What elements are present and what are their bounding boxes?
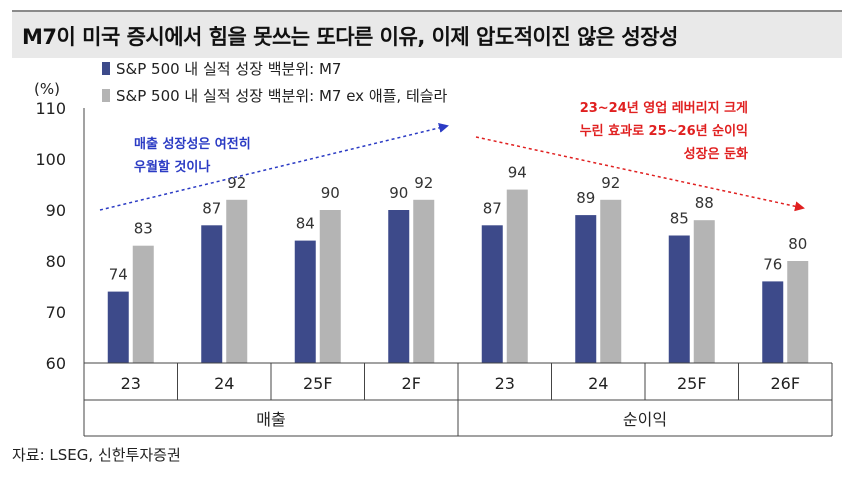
bar-m7-6 (668, 235, 690, 363)
x-tick-label: 26F (770, 374, 800, 393)
data-label: 85 (670, 210, 689, 228)
data-label: 92 (414, 174, 433, 192)
x-tick-label: 25F (303, 374, 333, 393)
data-label: 90 (321, 184, 340, 202)
legend-label: S&P 500 내 실적 성장 백분위: M7 ex 애플, 테슬라 (116, 87, 448, 105)
y-axis: (%) 60 70 80 90 100 110 (34, 80, 85, 373)
y-tick-label: 110 (35, 99, 66, 118)
x-tick-label: 23 (495, 374, 515, 393)
data-label: 92 (227, 174, 246, 192)
x-axis: 23 24 25F 2F 23 24 25F 26F 매출 순이익 (83, 362, 833, 437)
data-label: 83 (134, 220, 153, 238)
y-tick-label: 80 (46, 252, 66, 271)
data-label: 92 (601, 174, 620, 192)
x-tick-label: 24 (588, 374, 608, 393)
data-label: 87 (202, 199, 221, 217)
annotation-arrow-down (475, 136, 805, 212)
legend-label: S&P 500 내 실적 성장 백분위: M7 (116, 60, 341, 78)
bars (107, 189, 809, 363)
y-tick-label: 100 (35, 150, 66, 169)
bar-m7-2 (294, 240, 316, 363)
y-tick-label: 60 (46, 354, 66, 373)
data-label: 89 (576, 189, 595, 207)
x-tick-label: 23 (121, 374, 141, 393)
annotation-red-text: 23~24년 영업 레버리지 크게 (580, 100, 748, 116)
bar-m7-ex-4 (506, 189, 528, 363)
bar-m7-5 (575, 215, 597, 363)
bar-m7-1 (201, 225, 223, 363)
y-tick-label: 90 (46, 201, 66, 220)
data-label: 94 (508, 164, 527, 182)
bar-m7-7 (762, 281, 784, 363)
legend-swatch (102, 62, 110, 75)
annotation-red-text: 누린 효과로 25~26년 순이익 (580, 123, 748, 139)
bar-m7-3 (388, 210, 410, 363)
data-label: 76 (763, 255, 782, 273)
legend-swatch (102, 89, 110, 102)
x-tick-label: 25F (677, 374, 707, 393)
data-label: 80 (788, 235, 807, 253)
bar-m7-ex-7 (787, 261, 809, 363)
annotation-blue-text: 매출 성장성은 여전히 (134, 136, 251, 152)
bar-m7-ex-6 (693, 220, 715, 363)
bar-m7-ex-1 (226, 199, 248, 363)
bar-m7-ex-2 (319, 210, 341, 363)
bar-m7-ex-0 (132, 245, 154, 363)
x-group-label: 매출 (256, 410, 285, 429)
legend: S&P 500 내 실적 성장 백분위: M7 S&P 500 내 실적 성장 백… (102, 60, 448, 105)
y-tick-label: 70 (46, 303, 66, 322)
x-group-label: 순이익 (623, 410, 667, 429)
data-label: 74 (109, 266, 128, 284)
bar-m7-0 (107, 291, 129, 363)
annotation-blue-text: 우월할 것이나 (134, 159, 210, 175)
y-axis-unit: (%) (34, 80, 60, 98)
annotation-red-text: 성장은 둔화 (684, 146, 748, 162)
data-label: 84 (296, 215, 315, 233)
bar-m7-ex-3 (413, 199, 435, 363)
title-bar (12, 10, 842, 58)
data-label: 90 (389, 184, 408, 202)
bar-m7-4 (481, 225, 503, 363)
chart-title: M7이 미국 증시에서 힘을 못쓰는 또다른 이유, 이제 압도적이진 않은 성… (22, 25, 678, 49)
source-note: 자료: LSEG, 신한투자증권 (12, 446, 181, 464)
data-label: 88 (695, 194, 714, 212)
x-tick-label: 24 (214, 374, 234, 393)
data-label: 87 (483, 199, 502, 217)
bar-m7-ex-5 (600, 199, 622, 363)
data-labels: 74 83 87 92 84 90 90 92 87 94 89 92 85 88 76 80 (109, 164, 808, 284)
x-tick-label: 2F (402, 374, 421, 393)
